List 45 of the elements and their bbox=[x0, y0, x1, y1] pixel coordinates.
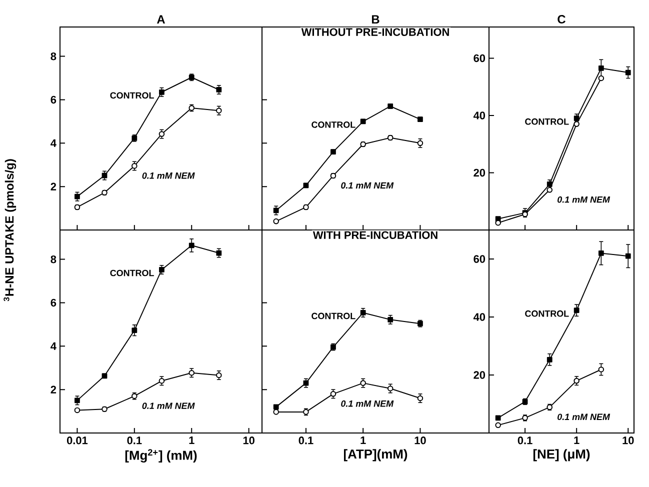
y-tick-label: 2 bbox=[50, 182, 56, 190]
y-tick-label: 20 bbox=[474, 371, 486, 379]
y-tick-label: 20 bbox=[474, 168, 486, 177]
y-tick-label: 4 bbox=[50, 139, 56, 147]
x-tick-label: 10 bbox=[414, 436, 426, 444]
x-axis-title: [ATP](mM) bbox=[344, 449, 408, 462]
x-tick-label: 0.1 bbox=[127, 436, 142, 444]
y-tick-label: 6 bbox=[50, 96, 56, 104]
series-label: 0.1 mM NEM bbox=[142, 402, 195, 409]
y-axis-title: $^{3}$H-NE UPTAKE (pmols/g) bbox=[4, 159, 16, 302]
x-tick-label: 1 bbox=[189, 436, 194, 444]
chart-title: A bbox=[156, 15, 165, 24]
series-label: 0.1 mM NEM bbox=[558, 414, 610, 420]
y-tick-label: 40 bbox=[473, 313, 486, 321]
x-tick-label: 0.01 bbox=[66, 436, 88, 444]
series-label: CONTROL bbox=[110, 92, 154, 99]
series-label: 0.1 mM NEM bbox=[558, 196, 610, 203]
series-label: CONTROL bbox=[312, 122, 356, 128]
chart-subtitle: WITHOUT PRE-INCUBATION bbox=[301, 28, 449, 36]
y-tick-label: 40 bbox=[473, 112, 486, 120]
x-tick-label: 1 bbox=[574, 436, 580, 444]
series-label: CONTROL bbox=[110, 270, 154, 276]
chart-title: C bbox=[558, 15, 566, 24]
series-label: CONTROL bbox=[312, 312, 356, 320]
y-tick-label: 60 bbox=[474, 54, 486, 62]
series-label: 0.1 mM NEM bbox=[142, 172, 195, 179]
x-tick-label: 1 bbox=[360, 436, 366, 444]
series-label: 0.1 mM NEM bbox=[341, 182, 394, 189]
series-label: 0.1 mM NEM bbox=[341, 400, 394, 407]
x-tick-label: 0.1 bbox=[298, 436, 314, 444]
x-tick-label: 10 bbox=[622, 436, 634, 444]
y-tick-label: 8 bbox=[50, 52, 56, 60]
x-axis-title: [Mg$^{2+}$] (mM) bbox=[125, 449, 197, 463]
y-tick-label: 6 bbox=[50, 298, 56, 307]
y-tick-label: 60 bbox=[474, 255, 486, 263]
series-label: CONTROL bbox=[525, 310, 569, 317]
series-label: CONTROL bbox=[525, 118, 569, 125]
x-tick-label: 10 bbox=[243, 436, 254, 444]
chart-subtitle: WITH PRE-INCUBATION bbox=[312, 231, 438, 239]
chart-title: B bbox=[372, 15, 380, 24]
x-axis-title: [NE] (μM) bbox=[533, 449, 590, 462]
y-tick-label: 4 bbox=[50, 342, 56, 350]
x-tick-label: 0.1 bbox=[518, 436, 532, 444]
y-tick-label: 2 bbox=[50, 386, 56, 394]
y-tick-label: 8 bbox=[50, 255, 56, 264]
